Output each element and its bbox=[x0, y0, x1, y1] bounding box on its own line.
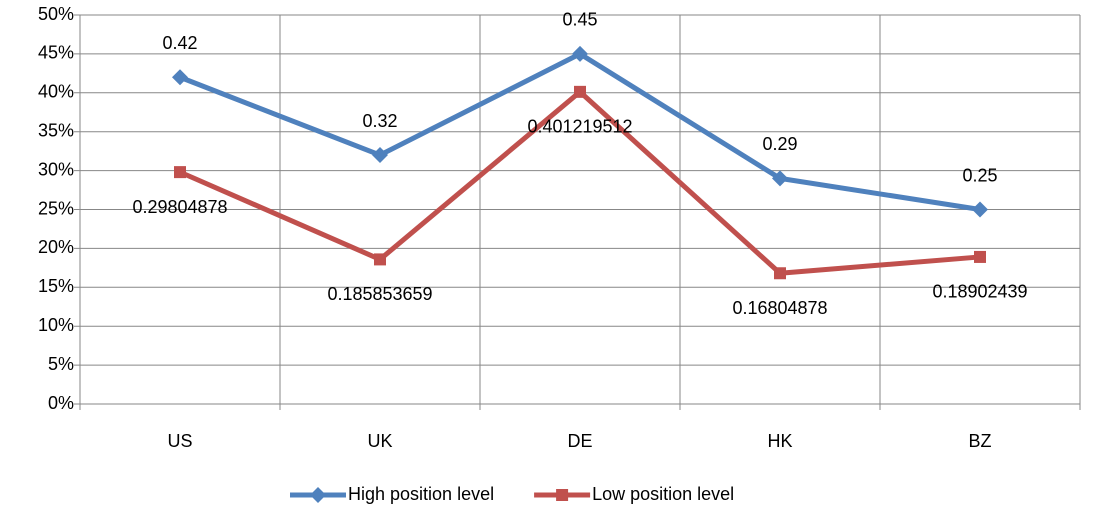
x-tick-label: HK bbox=[767, 431, 792, 451]
data-point bbox=[774, 267, 786, 280]
y-tick-label: 45% bbox=[38, 43, 74, 63]
data-point bbox=[372, 147, 388, 164]
y-tick-label: 15% bbox=[38, 276, 74, 296]
data-label: 0.25 bbox=[962, 165, 997, 185]
data-point bbox=[972, 201, 988, 218]
y-tick-label: 10% bbox=[38, 315, 74, 335]
y-tick-label: 35% bbox=[38, 120, 74, 140]
data-label: 0.16804878 bbox=[732, 298, 827, 318]
legend-marker bbox=[310, 487, 326, 503]
data-label: 0.29804878 bbox=[132, 197, 227, 217]
data-point bbox=[572, 45, 588, 62]
legend-marker bbox=[556, 489, 569, 501]
legend-label: Low position level bbox=[592, 484, 734, 504]
data-point bbox=[772, 170, 788, 187]
legend-label: High position level bbox=[348, 484, 494, 504]
data-label: 0.32 bbox=[362, 111, 397, 131]
y-tick-label: 25% bbox=[38, 198, 74, 218]
y-tick-label: 30% bbox=[38, 159, 74, 179]
y-tick-label: 40% bbox=[38, 82, 74, 102]
data-label: 0.18902439 bbox=[932, 282, 1027, 302]
data-label: 0.42 bbox=[162, 33, 197, 53]
data-point bbox=[174, 166, 186, 179]
data-label: 0.45 bbox=[562, 10, 597, 30]
y-tick-label: 0% bbox=[48, 393, 74, 413]
data-point bbox=[374, 253, 386, 266]
data-label: 0.29 bbox=[762, 134, 797, 154]
x-tick-label: DE bbox=[567, 431, 592, 451]
data-point bbox=[574, 85, 586, 98]
data-label: 0.185853659 bbox=[327, 284, 432, 304]
data-point bbox=[172, 69, 188, 86]
x-tick-label: US bbox=[167, 431, 192, 451]
y-tick-label: 20% bbox=[38, 237, 74, 257]
y-tick-label: 5% bbox=[48, 354, 74, 374]
x-tick-label: BZ bbox=[968, 431, 991, 451]
y-tick-label: 50% bbox=[38, 4, 74, 24]
x-tick-label: UK bbox=[367, 431, 392, 451]
data-label: 0.401219512 bbox=[527, 117, 632, 137]
data-point bbox=[974, 250, 986, 263]
